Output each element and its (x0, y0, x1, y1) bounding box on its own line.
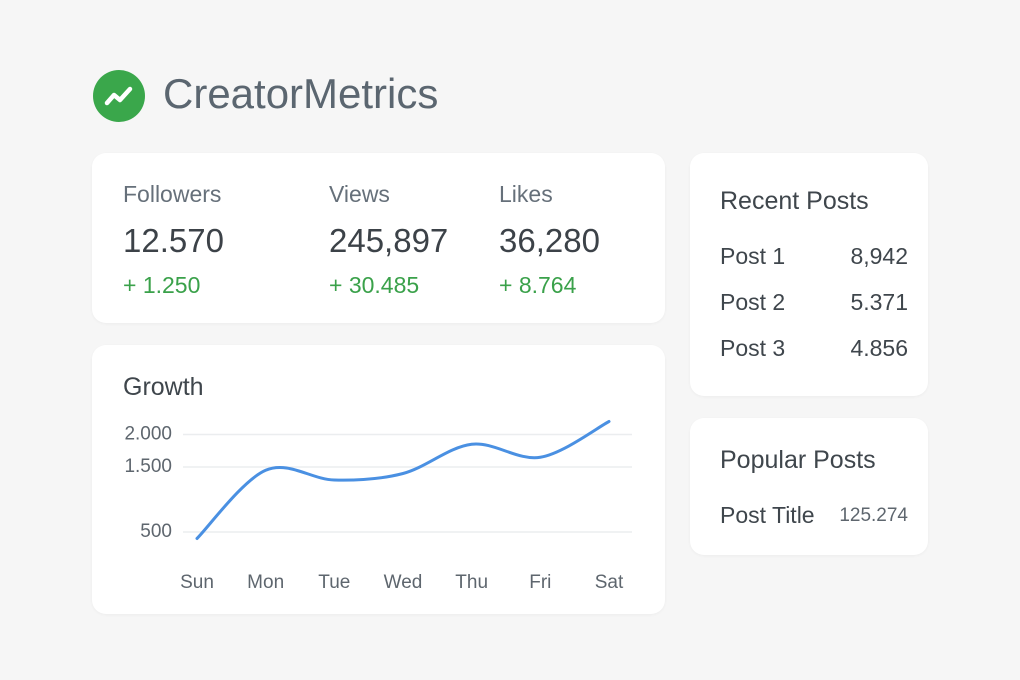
stat-value: 12.570 (123, 222, 224, 259)
post-name: Post Title (720, 502, 815, 528)
chart-title: Growth (123, 373, 204, 401)
post-count: 8,942 (850, 243, 908, 269)
card-title: Popular Posts (720, 446, 876, 474)
x-tick-label: Sat (595, 572, 624, 593)
y-tick-label: 500 (140, 521, 172, 542)
logo (93, 70, 145, 122)
chart: 2.000 1.500 500 Sun Mon Tue Wed Thu Fri Sat (124, 420, 632, 593)
stat: Followers 12.570 + 1.250 (123, 181, 224, 299)
stat: Likes 36,280 + 8.764 (499, 181, 600, 299)
x-tick-label: Tue (318, 572, 350, 593)
stat-label: Likes (499, 181, 553, 207)
y-tick-label: 1.500 (124, 456, 172, 477)
card-title: Recent Posts (720, 187, 869, 215)
stat-change: + 8.764 (499, 272, 577, 298)
line (195, 420, 611, 540)
growth-card: Growth 2.000 1.500 500 Sun Mon Tue Wed Thu Fri Sa… (92, 345, 665, 614)
x-tick-label: Thu (455, 572, 488, 593)
post-name: Post 2 (720, 289, 786, 315)
post-name: Post 3 (720, 335, 786, 361)
stat-change: + 30.485 (329, 272, 420, 298)
stat-change: + 1.250 (123, 272, 201, 298)
y-tick-label: 2.000 (124, 424, 172, 445)
x-tick-label: Fri (529, 572, 551, 593)
x-tick-label: Sun (180, 572, 214, 593)
recent-posts-card: Recent Posts Post 1 8,942 Post 2 5.371 Pos… (690, 153, 928, 396)
post-name: Post 1 (720, 243, 786, 269)
stat-value: 245,897 (329, 222, 449, 259)
post-count: 125.274 (839, 505, 908, 526)
stats-card: Followers 12.570 + 1.250 Views 245,897 +… (92, 153, 665, 323)
post-count: 4.856 (850, 335, 908, 361)
x-tick-label: Wed (384, 572, 423, 593)
stat-label: Followers (123, 181, 222, 207)
post-row: Post 1 8,942 (720, 243, 908, 270)
x-tick-label: Mon (247, 572, 284, 593)
stat: Views 245,897 + 30.485 (329, 181, 448, 299)
stat-value: 36,280 (499, 222, 600, 259)
brand-title: CreatorMetrics (163, 70, 439, 117)
popular-posts-card: Popular Posts Post Title 125.274 (690, 418, 928, 555)
post-row: Post 2 5.371 (720, 289, 908, 316)
post-count: 5.371 (850, 289, 908, 315)
post-row: Post Title 125.274 (720, 502, 908, 529)
post-row: Post 3 4.856 (720, 335, 908, 362)
stat-label: Views (329, 181, 390, 207)
